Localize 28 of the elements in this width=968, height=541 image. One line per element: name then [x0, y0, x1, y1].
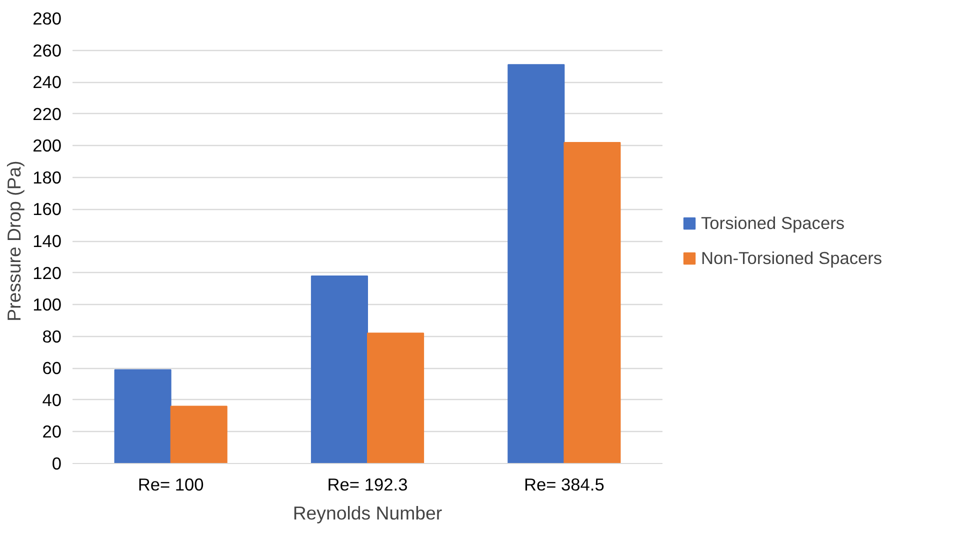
- x-tick-label: Re= 100: [138, 474, 204, 494]
- y-tick-label: 260: [32, 40, 62, 60]
- y-tick-label: 120: [32, 262, 62, 283]
- bar: [170, 406, 228, 464]
- y-tick-label: 40: [42, 390, 62, 410]
- legend-label: Non-Torsioned Spacers: [701, 248, 882, 268]
- x-tick-label: Re= 192.3: [327, 474, 408, 494]
- y-tick-label: 100: [32, 294, 62, 315]
- y-tick-label: 140: [32, 231, 62, 251]
- bar: [508, 64, 565, 464]
- bar: [310, 275, 368, 464]
- y-tick-label: 0: [52, 454, 62, 474]
- y-axis-title: Pressure Drop (Pa): [4, 160, 25, 322]
- x-axis-title: Reynolds Number: [292, 502, 442, 524]
- bar: [114, 369, 172, 464]
- y-tick-label: 220: [32, 104, 62, 124]
- y-tick-label: 160: [32, 199, 62, 220]
- x-tick-label: Re= 384.5: [524, 474, 604, 494]
- y-tick-label: 240: [32, 72, 62, 92]
- bar: [564, 142, 621, 464]
- legend-label: Torsioned Spacers: [701, 212, 845, 234]
- y-tick-label: 200: [32, 136, 62, 156]
- y-tick-label: 20: [42, 422, 62, 442]
- bar: [367, 332, 424, 464]
- y-tick-label: 180: [32, 167, 62, 188]
- y-tick-label: 80: [42, 326, 62, 346]
- y-tick-label: 280: [32, 8, 62, 28]
- y-tick-label: 60: [42, 358, 62, 378]
